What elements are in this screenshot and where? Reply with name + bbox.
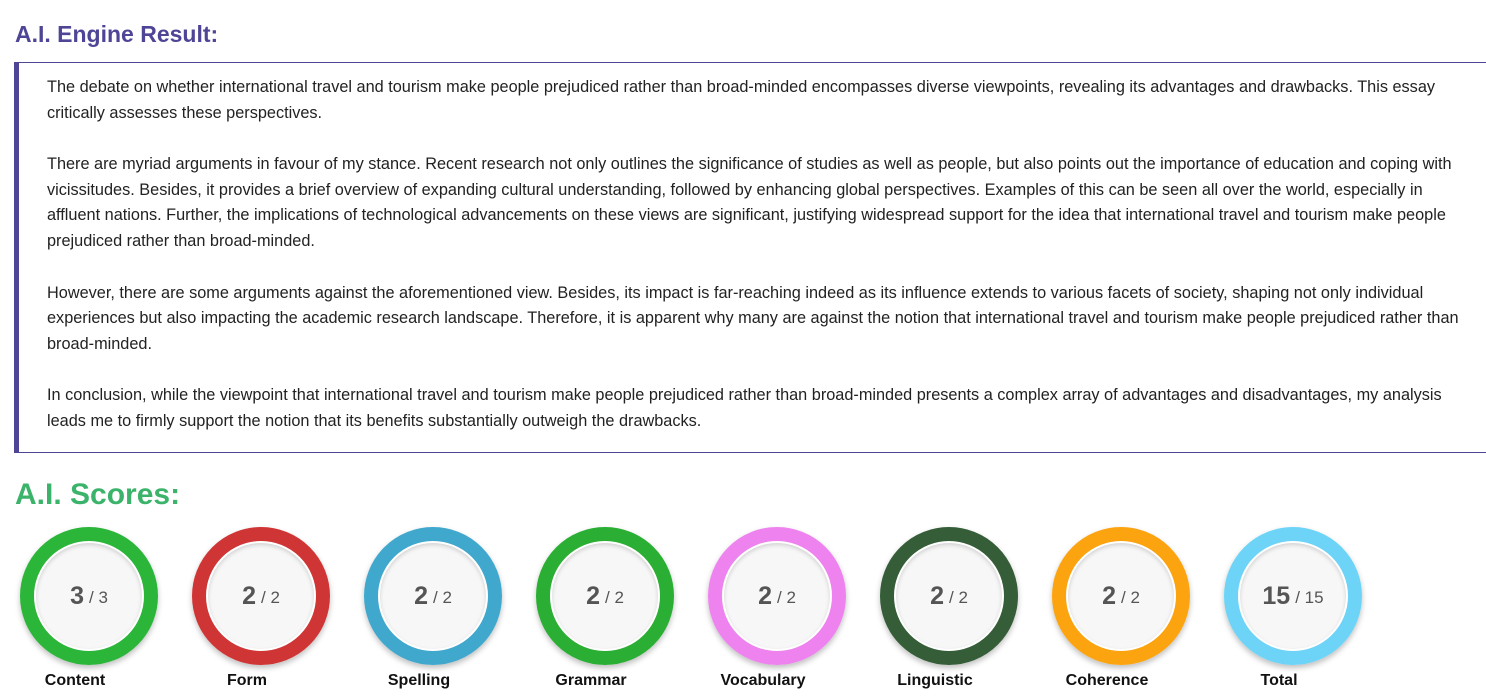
essay-box: The debate on whether international trav… (14, 62, 1486, 453)
score-max: / 2 (605, 588, 624, 607)
score-card: 2 / 2 Vocabulary (690, 527, 862, 700)
score-ring: 2 / 2 (880, 527, 1018, 665)
essay-paragraph: There are myriad arguments in favour of … (47, 155, 1452, 250)
score-inner: 2 / 2 (1068, 543, 1174, 649)
essay-paragraph: The debate on whether international trav… (47, 78, 1436, 122)
score-inner: 2 / 2 (552, 543, 658, 649)
score-value: 15 (1262, 581, 1291, 610)
score-label: Linguistic (897, 672, 973, 689)
score-max: / 2 (949, 588, 968, 607)
score-label: Spelling (387, 672, 451, 689)
score-value: 3 (70, 581, 84, 610)
score-label: Vocabulary (720, 672, 806, 689)
scores-title: A.I. Scores: (15, 478, 181, 511)
score-inner: 2 / 2 (724, 543, 830, 649)
score-ring: 3 / 3 (20, 527, 158, 665)
score-label: Content (44, 672, 106, 689)
score-ring: 2 / 2 (536, 527, 674, 665)
score-card: 2 / 2 Coherence (1034, 527, 1206, 700)
score-max: / 2 (1121, 588, 1140, 607)
score-label: Total (1260, 672, 1298, 689)
score-inner: 15/ 15 (1240, 543, 1346, 649)
score-label: Form (227, 672, 267, 689)
score-label: Coherence (1065, 672, 1149, 689)
score-max: / 3 (89, 588, 108, 607)
result-title: A.I. Engine Result: (15, 21, 219, 47)
essay-paragraph: In conclusion, while the viewpoint that … (47, 386, 1442, 430)
score-ring: 2 / 2 (708, 527, 846, 665)
score-label: Grammar (555, 672, 627, 689)
score-inner: 2 / 2 (208, 543, 314, 649)
score-card: 2 / 2 Linguistic (862, 527, 1034, 700)
score-ring: 15/ 15 (1224, 527, 1362, 665)
score-value: 2 (414, 581, 428, 610)
score-inner: 2 / 2 (380, 543, 486, 649)
score-card: 3 / 3 Content (2, 527, 174, 700)
score-ring: 2 / 2 (364, 527, 502, 665)
score-value: 2 (930, 581, 944, 610)
score-ring: 2 / 2 (1052, 527, 1190, 665)
score-card: 2 / 2 Form (174, 527, 346, 700)
score-max: / 2 (261, 588, 280, 607)
score-max: / 2 (777, 588, 796, 607)
score-value: 2 (1102, 581, 1116, 610)
score-card: 2 / 2 Spelling (346, 527, 518, 700)
essay-paragraph: However, there are some arguments agains… (47, 283, 1459, 353)
score-value: 2 (586, 581, 600, 610)
score-card: 15/ 15 Total (1206, 527, 1378, 700)
score-max: / 15 (1295, 588, 1324, 607)
score-value: 2 (758, 581, 772, 610)
score-inner: 3 / 3 (36, 543, 142, 649)
score-value: 2 (242, 581, 256, 610)
score-max: / 2 (433, 588, 452, 607)
score-card: 2 / 2 Grammar (518, 527, 690, 700)
score-ring: 2 / 2 (192, 527, 330, 665)
score-inner: 2 / 2 (896, 543, 1002, 649)
